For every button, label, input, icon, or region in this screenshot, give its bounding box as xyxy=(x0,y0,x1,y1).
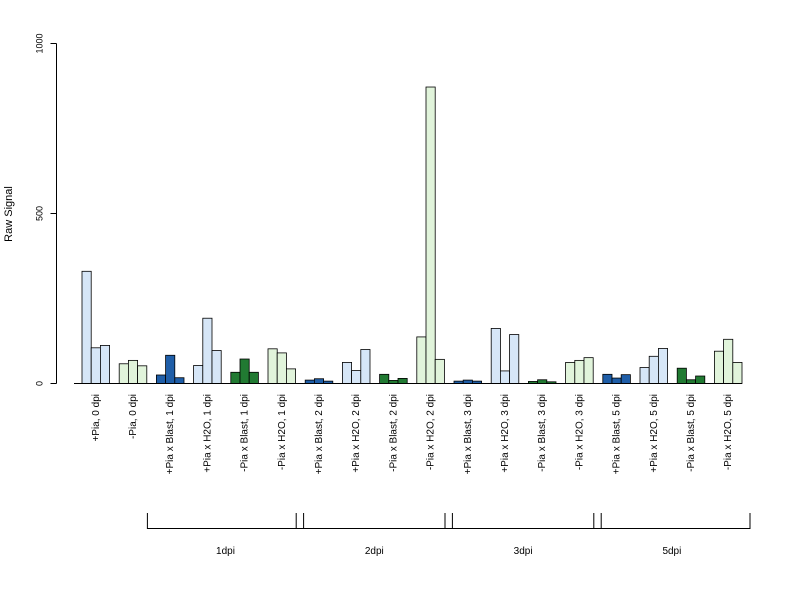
bar xyxy=(118,363,129,384)
x-tick-label: -Pia x H2O, 3 dpi xyxy=(574,394,585,470)
x-tick-label: +Pia x Blast, 2 dpi xyxy=(314,394,325,474)
bar xyxy=(351,370,362,384)
x-tick-label: -Pia x Blast, 3 dpi xyxy=(537,394,548,472)
bar xyxy=(509,334,520,384)
y-axis-label: Raw Signal xyxy=(3,186,15,242)
bar xyxy=(137,365,148,384)
x-tick-label: +Pia x H2O, 3 dpi xyxy=(500,394,511,473)
bar xyxy=(499,370,510,384)
bar xyxy=(695,375,706,384)
x-tick-label: -Pia x H2O, 5 dpi xyxy=(723,394,734,470)
bar xyxy=(639,367,650,384)
y-tick-label: 1000 xyxy=(35,33,45,53)
group-bracket xyxy=(593,513,751,529)
bar xyxy=(379,373,390,384)
x-tick-label: +Pia x Blast, 1 dpi xyxy=(165,394,176,474)
group-label: 3dpi xyxy=(514,546,533,557)
group-brackets: 1dpi 2dpi 3dpi 5dpi xyxy=(146,513,751,557)
bar xyxy=(602,373,613,384)
group-bracket xyxy=(146,513,305,529)
x-tick-labels: +Pia, 0 dpi -Pia, 0 dpi +Pia x Blast, 1 dp… xyxy=(91,394,734,474)
bar xyxy=(230,371,241,384)
bar xyxy=(155,374,166,384)
bar xyxy=(611,377,622,384)
bar xyxy=(174,377,185,384)
bar xyxy=(490,328,501,384)
bar xyxy=(276,352,287,384)
bar xyxy=(462,379,473,384)
y-axis: 0 500 1000 xyxy=(35,33,57,386)
bar xyxy=(620,374,631,384)
bar xyxy=(648,355,659,384)
bar xyxy=(686,379,697,384)
y-tick-label: 0 xyxy=(35,381,45,386)
y-tick-label: 500 xyxy=(35,206,45,221)
x-tick-label: -Pia x H2O, 1 dpi xyxy=(277,394,288,470)
bar xyxy=(434,358,445,384)
bar xyxy=(565,362,576,384)
x-tick-label: -Pia x H2O, 2 dpi xyxy=(426,394,437,470)
bar xyxy=(100,345,111,384)
bar xyxy=(360,349,371,384)
x-tick-label: -Pia x Blast, 1 dpi xyxy=(240,394,251,472)
bar xyxy=(248,371,259,384)
bar xyxy=(714,350,725,384)
x-tick-label: +Pia x Blast, 3 dpi xyxy=(463,394,474,474)
group-label: 1dpi xyxy=(216,546,235,557)
x-tick-label: +Pia x H2O, 2 dpi xyxy=(351,394,362,473)
bar xyxy=(732,362,743,384)
bars xyxy=(81,86,743,384)
x-tick-label: +Pia, 0 dpi xyxy=(91,394,102,442)
x-tick-label: -Pia, 0 dpi xyxy=(128,394,139,439)
group-bracket xyxy=(444,513,602,529)
bar xyxy=(676,367,687,384)
bar xyxy=(267,348,278,384)
bar xyxy=(574,359,585,384)
x-tick-label: -Pia x Blast, 5 dpi xyxy=(686,394,697,472)
bar xyxy=(723,338,734,384)
group-label: 2dpi xyxy=(365,546,384,557)
x-tick-label: -Pia x Blast, 2 dpi xyxy=(388,394,399,472)
bar xyxy=(313,378,324,384)
bar xyxy=(397,377,408,384)
bar xyxy=(583,357,594,384)
bar xyxy=(193,365,204,384)
bar xyxy=(416,336,427,384)
x-tick-label: +Pia x H2O, 1 dpi xyxy=(202,394,213,473)
bar xyxy=(211,350,222,384)
group-label: 5dpi xyxy=(662,546,681,557)
x-tick-label: +Pia x Blast, 5 dpi xyxy=(612,394,623,474)
bar xyxy=(202,317,213,384)
bar xyxy=(285,368,296,384)
bar xyxy=(90,347,101,384)
x-tick-label: +Pia x H2O, 5 dpi xyxy=(649,394,660,473)
bar xyxy=(537,379,548,384)
bar xyxy=(127,359,138,384)
bar xyxy=(425,86,436,384)
bar xyxy=(239,358,250,384)
bar xyxy=(658,348,669,384)
group-bracket xyxy=(295,513,453,529)
bar xyxy=(304,379,315,384)
bar xyxy=(341,362,352,384)
bar xyxy=(165,354,176,384)
bar xyxy=(81,270,92,384)
